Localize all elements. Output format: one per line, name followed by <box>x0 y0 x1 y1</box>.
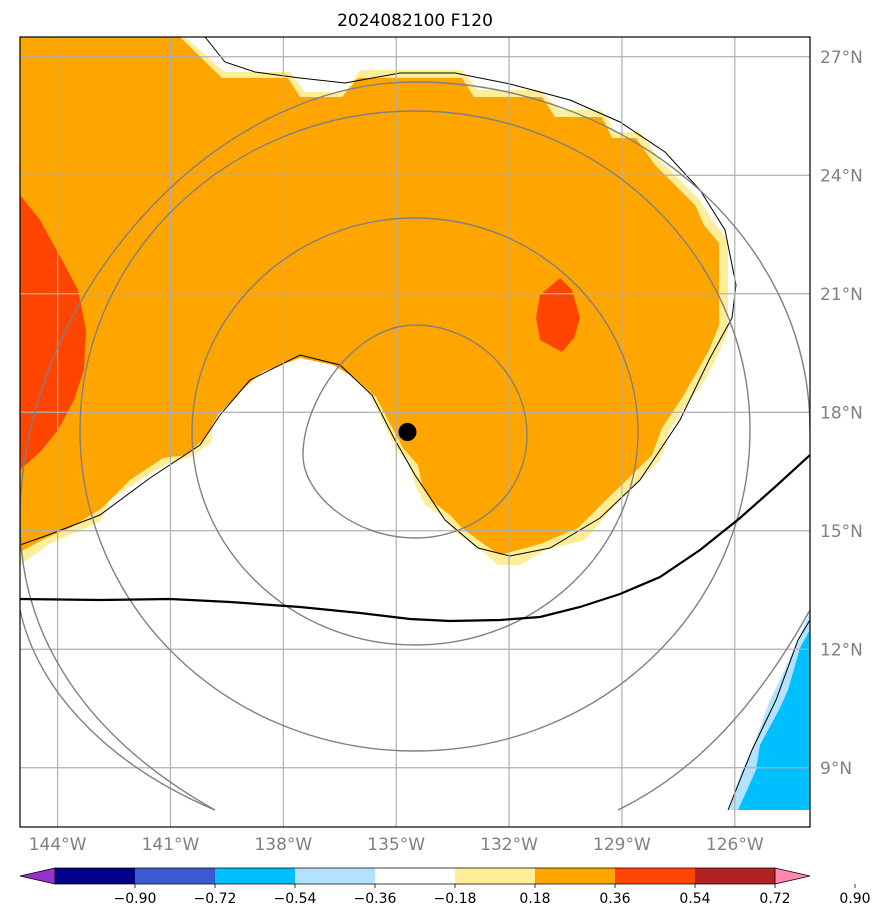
colorbar-tick-label: −0.18 <box>434 891 477 907</box>
latitude-labels: 27°N 24°N 21°N 18°N 15°N 12°N 9°N <box>820 48 863 779</box>
colorbar-tick-label: −0.54 <box>274 891 317 907</box>
latitude-tick-label: 15°N <box>820 522 863 542</box>
red-contour-west <box>20 195 86 470</box>
colorbar-segment <box>455 868 536 884</box>
thick-black-line <box>20 454 810 623</box>
latitude-tick-label: 24°N <box>820 166 863 186</box>
latitude-tick-label: 27°N <box>820 48 863 68</box>
colorbar-tick-label: 0.72 <box>759 891 790 907</box>
colorbar-tick-label: 0.54 <box>679 891 710 907</box>
colorbar-segment <box>695 868 776 884</box>
range-ring-2 <box>191 217 639 646</box>
range-ring-3 <box>79 110 751 752</box>
colorbar-tick-label: −0.72 <box>194 891 237 907</box>
red-contour-east <box>536 278 580 352</box>
longitude-tick-label: 138°W <box>254 835 312 855</box>
colorbar-segment <box>375 868 456 884</box>
colorbar-tick-label: 0.36 <box>599 891 630 907</box>
colorbar-segment <box>55 868 136 884</box>
colorbar-segment <box>295 868 376 884</box>
storm-center-marker <box>398 423 417 441</box>
range-rings <box>20 37 810 811</box>
map-area <box>20 37 810 827</box>
latitude-tick-label: 21°N <box>820 285 863 305</box>
range-ring-4-left <box>20 609 216 811</box>
thin-contour-line-se <box>727 619 810 811</box>
range-ring-4 <box>20 37 810 811</box>
colorbar-extend-low <box>19 867 56 885</box>
latitude-tick-label: 18°N <box>820 403 863 423</box>
map-title: 2024082100 F120 <box>337 11 493 31</box>
colorbar-tick-label: −0.90 <box>114 891 157 907</box>
latitude-tick-label: 9°N <box>820 759 852 779</box>
longitude-tick-label: 126°W <box>706 835 764 855</box>
colorbar-tick-labels: −0.90 −0.72 −0.54 −0.36 −0.18 0.18 0.36 0.54 0.7… <box>114 884 871 907</box>
colorbar-tick-label: 0.90 <box>839 891 870 907</box>
colorbar <box>19 867 811 885</box>
colorbar-segment <box>135 868 216 884</box>
colorbar-tick-label: 0.18 <box>519 891 550 907</box>
latitude-tick-label: 12°N <box>820 640 863 660</box>
colorbar-segment <box>215 868 296 884</box>
longitude-tick-label: 132°W <box>480 835 538 855</box>
map-frame <box>19 36 811 828</box>
range-ring-1 <box>302 324 528 539</box>
graticule <box>20 37 810 827</box>
thin-contour-line <box>20 37 737 557</box>
longitude-labels: 144°W 141°W 138°W 135°W 132°W 129°W 126°W <box>29 835 764 855</box>
colorbar-tick-label: −0.36 <box>354 891 397 907</box>
colorbar-segment <box>535 868 616 884</box>
longitude-tick-label: 129°W <box>593 835 651 855</box>
longitude-tick-label: 144°W <box>29 835 87 855</box>
cyan-contour-southeast <box>738 630 810 810</box>
longitude-tick-label: 141°W <box>142 835 200 855</box>
colorbar-extend-high <box>774 867 811 885</box>
longitude-tick-label: 135°W <box>367 835 425 855</box>
colorbar-segment <box>615 868 696 884</box>
